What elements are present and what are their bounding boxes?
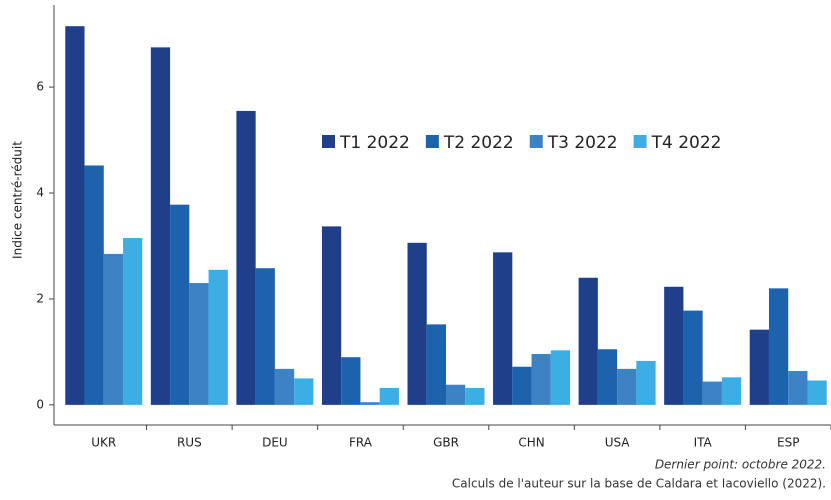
bar [550,350,571,405]
bar [360,402,380,405]
bar [597,349,618,405]
bar [255,268,275,405]
legend-label: T1 2022 [339,133,410,153]
x-tick-label: UKR [91,436,116,450]
x-tick-label: CHN [518,436,544,450]
x-tick-label: USA [605,436,631,450]
bar [636,360,656,405]
y-axis-label: Indice centré-réduit [11,141,25,259]
x-tick-label: ITA [694,436,713,450]
bar [617,368,637,405]
x-tick-label: FRA [349,436,373,450]
legend-label: T3 2022 [547,133,618,153]
x-tick-label: ESP [777,436,799,450]
legend-label: T4 2022 [651,133,722,153]
bar [236,110,256,405]
bar [321,226,342,405]
legend-swatch [322,135,335,148]
bar [170,204,190,405]
bar [294,378,314,405]
legend-swatch [425,135,439,148]
bar [531,354,551,405]
bar [512,366,532,405]
bar [208,269,228,405]
y-tick-label: 0 [36,397,44,411]
bar [426,324,446,405]
note: Calculs de l'auteur sur la base de Calda… [452,477,826,491]
bar [103,253,124,405]
y-tick-label: 2 [36,291,44,305]
bar [807,380,827,405]
note: Dernier point: octobre 2022. [655,458,826,472]
x-tick-label: DEU [262,436,288,450]
bar [788,370,808,405]
bar [150,47,171,405]
bar [493,252,513,405]
bar [446,384,466,405]
bar [465,387,485,405]
y-tick-label: 4 [36,186,44,200]
bar [664,286,684,405]
bar [749,329,769,405]
bar [379,387,399,405]
bar [84,165,104,405]
legend-swatch [529,135,543,148]
bar [768,288,789,405]
bar [274,368,295,405]
bar [189,283,209,405]
x-tick-label: GBR [433,436,459,450]
bar [578,277,598,405]
bar [702,381,722,405]
legend-label: T2 2022 [443,133,514,153]
bar [341,357,361,405]
bar [123,238,143,405]
legend-swatch [633,135,647,148]
bar [721,377,742,405]
bar [65,26,85,405]
bar [407,242,427,405]
x-tick-label: RUS [177,436,202,450]
bar [683,310,703,405]
y-tick-label: 6 [36,80,44,94]
